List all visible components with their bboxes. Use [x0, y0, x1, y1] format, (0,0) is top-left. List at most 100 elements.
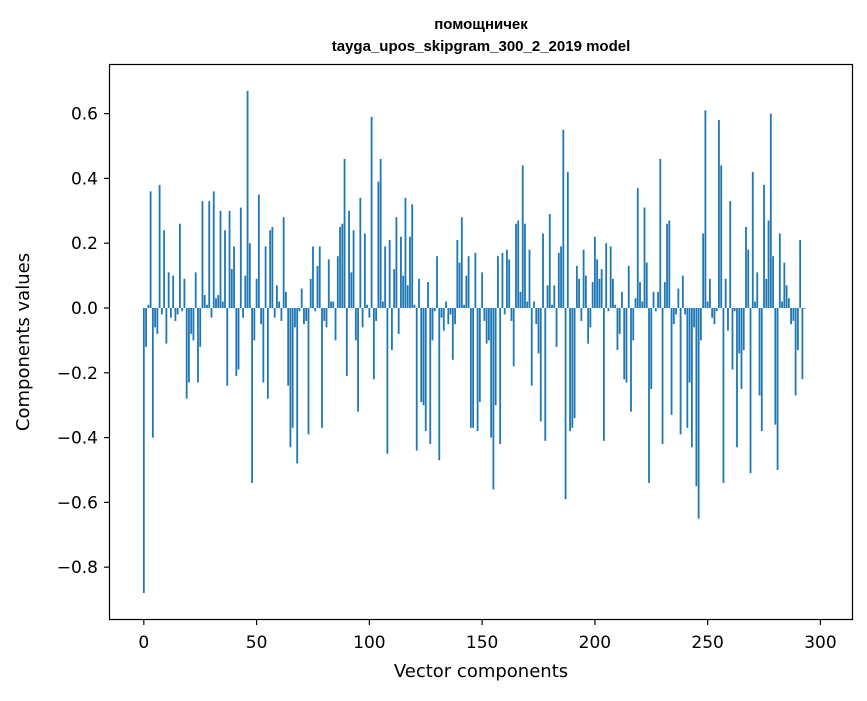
bar-110 — [391, 307, 393, 351]
bar-185 — [560, 246, 562, 308]
bar-12 — [169, 307, 172, 318]
bar-38 — [228, 210, 231, 308]
bar-138 — [454, 307, 456, 325]
bar-106 — [381, 301, 384, 308]
bar-32 — [215, 298, 217, 308]
bar-151 — [483, 307, 486, 321]
bar-165 — [515, 223, 517, 308]
bar-62 — [282, 217, 285, 308]
bar-3 — [149, 191, 152, 308]
bar-85 — [334, 307, 337, 341]
bar-132 — [440, 307, 443, 318]
bar-251 — [709, 278, 711, 308]
bar-74 — [309, 278, 312, 308]
bar-172 — [530, 307, 533, 386]
bar-115 — [402, 275, 405, 308]
bar-244 — [693, 307, 696, 328]
bar-279 — [772, 256, 774, 308]
bar-37 — [226, 307, 229, 386]
chart-title: помощничек — [434, 16, 528, 33]
bar-112 — [395, 217, 398, 308]
bar-72 — [305, 307, 308, 321]
bar-82 — [327, 259, 330, 308]
bar-7 — [158, 184, 161, 308]
bar-267 — [745, 226, 747, 308]
bar-234 — [670, 307, 673, 415]
bar-256 — [720, 165, 723, 308]
bar-13 — [172, 275, 175, 308]
bar-284 — [783, 262, 786, 308]
bar-254 — [715, 307, 718, 312]
bar-103 — [375, 307, 378, 321]
bars-group — [142, 90, 806, 594]
bar-278 — [769, 113, 772, 308]
bar-262 — [733, 307, 736, 312]
bar-269 — [749, 307, 752, 474]
y-tick-label: −0.6 — [57, 493, 98, 513]
bar-237 — [677, 288, 680, 308]
bar-124 — [422, 307, 425, 406]
bar-73 — [307, 307, 310, 435]
bar-289 — [794, 307, 797, 396]
bar-120 — [413, 304, 416, 308]
x-tick-label: 50 — [246, 633, 268, 653]
bar-66 — [291, 307, 294, 428]
bar-189 — [569, 307, 571, 432]
bar-50 — [255, 278, 258, 308]
bar-141 — [460, 217, 463, 308]
x-tick-label: 150 — [466, 633, 498, 653]
bar-247 — [699, 307, 702, 341]
bar-173 — [533, 301, 535, 308]
bar-200 — [593, 236, 596, 308]
bar-121 — [415, 307, 418, 451]
bar-239 — [681, 275, 684, 308]
bar-192 — [575, 265, 578, 308]
bar-28 — [206, 304, 208, 308]
bar-179 — [546, 285, 549, 308]
bar-129 — [433, 307, 436, 312]
bar-265 — [740, 307, 743, 389]
bar-1 — [145, 307, 147, 347]
bar-276 — [765, 278, 768, 308]
bar-199 — [591, 282, 594, 308]
bar-116 — [404, 197, 407, 308]
bar-123 — [420, 307, 423, 402]
bar-40 — [233, 246, 235, 308]
bar-46 — [246, 90, 249, 308]
bar-186 — [562, 129, 565, 308]
bar-71 — [303, 307, 305, 325]
bar-67 — [294, 307, 296, 328]
bar-26 — [201, 201, 204, 308]
bar-125 — [424, 307, 427, 432]
bar-177 — [542, 233, 544, 308]
bar-225 — [650, 307, 653, 389]
bar-20 — [188, 307, 190, 383]
bar-281 — [776, 307, 779, 470]
bar-210 — [616, 307, 619, 351]
bar-5 — [154, 307, 156, 328]
bar-178 — [544, 307, 547, 441]
bar-44 — [242, 307, 244, 318]
bar-45 — [244, 275, 247, 308]
bar-42 — [237, 307, 240, 370]
x-tick-label: 0 — [138, 633, 149, 653]
bar-171 — [528, 249, 531, 308]
bar-93 — [352, 230, 355, 308]
bar-91 — [348, 210, 350, 308]
bar-6 — [156, 307, 159, 334]
y-tick-label: −0.8 — [57, 558, 98, 578]
bar-242 — [688, 307, 691, 383]
x-axis-label: Vector components — [394, 661, 568, 682]
bar-8 — [160, 307, 163, 315]
bar-253 — [713, 307, 716, 325]
bar-59 — [275, 285, 278, 308]
bar-84 — [332, 301, 335, 308]
bar-143 — [465, 275, 468, 308]
bar-89 — [343, 158, 346, 308]
bar-34 — [219, 210, 222, 308]
bar-114 — [400, 236, 402, 308]
bar-175 — [537, 307, 540, 354]
bar-95 — [357, 307, 359, 412]
bar-57 — [271, 226, 274, 308]
